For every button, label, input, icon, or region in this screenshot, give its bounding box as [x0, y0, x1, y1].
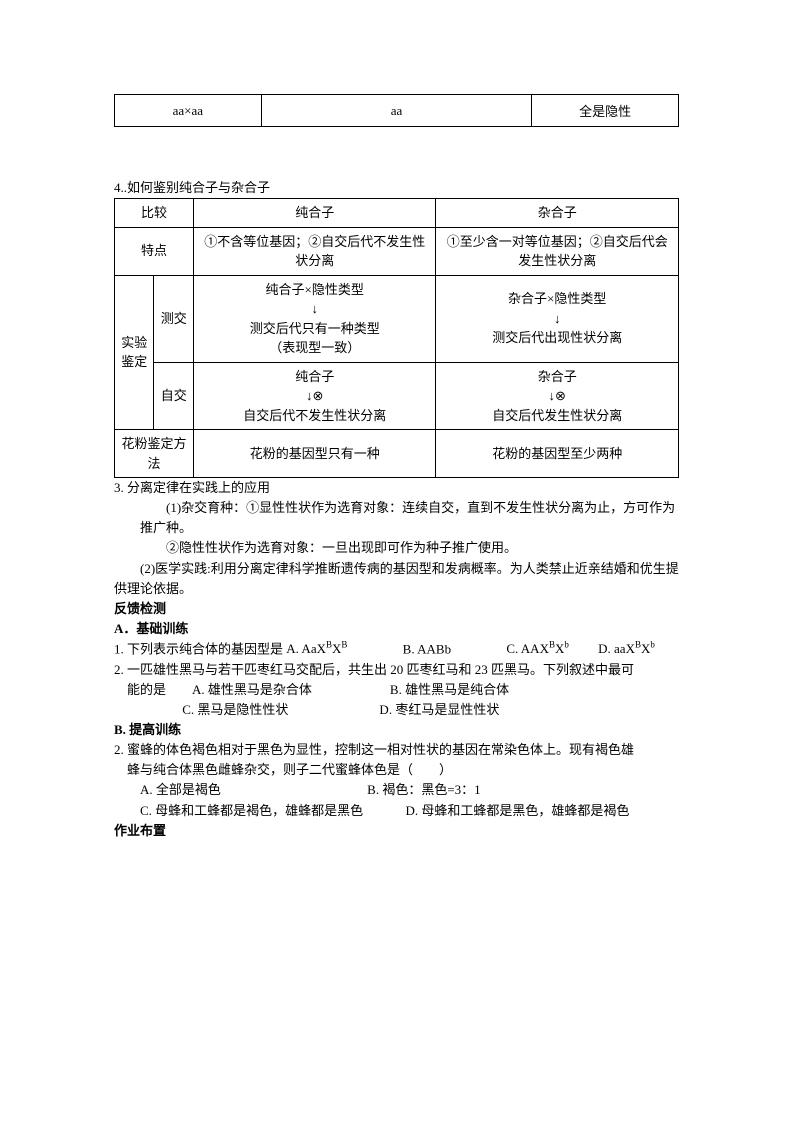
line: 纯合子 [295, 369, 334, 384]
experiment-label-text: 实验鉴定 [121, 335, 147, 370]
table-row: 比较 纯合子 杂合子 [115, 199, 679, 228]
homework-title: 作业布置 [114, 821, 679, 841]
t: X [332, 641, 341, 656]
feedback-title: 反馈检测 [114, 599, 679, 619]
t: X [555, 641, 564, 656]
cell-selfcross-hybrid: 杂合子 ↓⊗ 自交后代发生性状分离 [436, 362, 679, 430]
q1-optB: B. AABb [403, 641, 451, 656]
q1-optC: C. AAXBXb [506, 641, 569, 656]
header-hybrid: 杂合子 [436, 199, 679, 228]
cell-selfcross-pure: 纯合子 ↓⊗ 自交后代不发生性状分离 [193, 362, 436, 430]
t: X [641, 641, 650, 656]
line: 自交后代不发生性状分离 [243, 408, 386, 423]
row-label-selfcross: 自交 [154, 362, 193, 430]
table-row: 花粉鉴定方法 花粉的基因型只有一种 花粉的基因型至少两种 [115, 430, 679, 478]
q3-optA: A. 全部是褐色 [140, 782, 221, 797]
p3-text: (2)医学实践:利用分离定律科学推断遗传病的基因型和发病概率。为人类禁止近亲结婚… [114, 561, 679, 596]
question3-options-cd: C. 母蜂和工蜂都是褐色，雄蜂都是黑色 D. 母蜂和工蜂都是黑色，雄蜂都是褐色 [114, 801, 679, 821]
arrow-down-icon: ↓ [554, 311, 561, 326]
q1-optA: A. AaXBXB [286, 641, 347, 656]
table-identification: 比较 纯合子 杂合子 特点 ①不含等位基因；②自交后代不发生性状分离 ①至少含一… [114, 198, 679, 478]
q3-optB: B. 褐色：黑色=3：1 [367, 782, 481, 797]
advanced-title: B. 提高训练 [114, 720, 679, 740]
question1: 1. 下列表示纯合体的基因型是 A. AaXBXB B. AABb C. AAX… [114, 639, 679, 659]
line: 测交后代只有一种类型 [250, 321, 380, 336]
question3-line2: 蜂与纯合体黑色雌蜂杂交，则子二代蜜蜂体色是（ ） [114, 760, 679, 780]
question2-line1: 2. 一匹雄性黑马与若干匹枣红马交配后，共生出 20 匹枣红马和 23 匹黑马。… [114, 660, 679, 680]
table-row: 特点 ①不含等位基因；②自交后代不发生性状分离 ①至少含一对等位基因；②自交后代… [115, 227, 679, 275]
cell-pollen-pure: 花粉的基因型只有一种 [193, 430, 436, 478]
row-label-traits: 特点 [115, 227, 194, 275]
arrow-down-icon: ↓⊗ [549, 388, 566, 403]
row-label-experiment: 实验鉴定 [115, 275, 154, 430]
arrow-down-icon: ↓ [311, 301, 318, 316]
cell-phenotype: 全是隐性 [532, 95, 679, 127]
cell-testcross-hybrid: 杂合子×隐性类型 ↓ 测交后代出现性状分离 [436, 275, 679, 362]
sup: b [564, 640, 569, 650]
q2-line3-text: C. 黑马是隐性性状 D. 枣红马是显性性状 [127, 702, 499, 717]
header-pure: 纯合子 [193, 199, 436, 228]
question2-line3: C. 黑马是隐性性状 D. 枣红马是显性性状 [114, 700, 679, 720]
row-label-testcross: 测交 [154, 275, 193, 362]
line: 杂合子 [538, 369, 577, 384]
basic-title: A．基础训练 [114, 619, 679, 639]
q2-line2-text: 能的是 A. 雄性黑马是杂合体 B. 雄性黑马是纯合体 [127, 682, 509, 697]
line: （表现型一致） [269, 340, 360, 355]
q3-optC: C. 母蜂和工蜂都是褐色，雄蜂都是黑色 [140, 803, 363, 818]
question3-line1: 2. 蜜蜂的体色褐色相对于黑色为显性，控制这一相对性状的基因在常染色体上。现有褐… [114, 740, 679, 760]
cell-pollen-hybrid: 花粉的基因型至少两种 [436, 430, 679, 478]
question3-options-ab: A. 全部是褐色 B. 褐色：黑色=3：1 [114, 780, 679, 800]
sup: B [341, 640, 347, 650]
arrow-down-icon: ↓⊗ [306, 388, 323, 403]
q1-optD: D. aaXBXb [598, 641, 655, 656]
row-label-pollen: 花粉鉴定方法 [115, 430, 194, 478]
table-row: aa×aa aa 全是隐性 [115, 95, 679, 127]
q1-stem: 1. 下列表示纯合体的基因型是 [114, 641, 283, 656]
p2-text: ②隐性性状作为选育对象：一旦出现即可作为种子推广使用。 [166, 540, 517, 555]
section3-p2: ②隐性性状作为选育对象：一旦出现即可作为种子推广使用。 [114, 538, 679, 558]
line: 杂合子×隐性类型 [508, 291, 606, 306]
feedback-section: 反馈检测 A．基础训练 1. 下列表示纯合体的基因型是 A. AaXBXB B.… [114, 599, 679, 841]
q3-optD: D. 母蜂和工蜂都是黑色，雄蜂都是褐色 [405, 803, 629, 818]
section3-p3: (2)医学实践:利用分离定律科学推断遗传病的基因型和发病概率。为人类禁止近亲结婚… [114, 559, 679, 599]
cell-genotype: aa [261, 95, 532, 127]
section3-text: 3. 分离定律在实践上的应用 (1)杂交育种：①显性性状作为选育对象：连续自交，… [114, 478, 679, 599]
cell-cross: aa×aa [115, 95, 262, 127]
line: 纯合子×隐性类型 [266, 282, 364, 297]
testcross-label-text: 测交 [161, 311, 187, 326]
q3-line2-text: 蜂与纯合体黑色雌蜂杂交，则子二代蜜蜂体色是（ ） [127, 762, 452, 777]
t: D. aaX [598, 641, 635, 656]
question2-line2: 能的是 A. 雄性黑马是杂合体 B. 雄性黑马是纯合体 [114, 680, 679, 700]
line: 测交后代出现性状分离 [492, 330, 622, 345]
table-cross-result: aa×aa aa 全是隐性 [114, 94, 679, 127]
p1-text: (1)杂交育种：①显性性状作为选育对象：连续自交，直到不发生性状分离为止，方可作… [140, 500, 675, 535]
t: C. AAX [506, 641, 549, 656]
selfcross-label-text: 自交 [161, 388, 187, 403]
section4-title: 4..如何鉴别纯合子与杂合子 [114, 177, 679, 196]
table-row: 实验鉴定 测交 纯合子×隐性类型 ↓ 测交后代只有一种类型 （表现型一致） 杂合… [115, 275, 679, 362]
t: A. AaX [286, 641, 326, 656]
section3-p1: (1)杂交育种：①显性性状作为选育对象：连续自交，直到不发生性状分离为止，方可作… [114, 498, 679, 538]
table-row: 自交 纯合子 ↓⊗ 自交后代不发生性状分离 杂合子 ↓⊗ 自交后代发生性状分离 [115, 362, 679, 430]
cell-testcross-pure: 纯合子×隐性类型 ↓ 测交后代只有一种类型 （表现型一致） [193, 275, 436, 362]
header-compare: 比较 [115, 199, 194, 228]
page-content: aa×aa aa 全是隐性 4..如何鉴别纯合子与杂合子 比较 纯合子 杂合子 … [114, 94, 679, 841]
line: 自交后代发生性状分离 [492, 408, 622, 423]
sup: b [650, 640, 655, 650]
cell-traits-hybrid: ①至少含一对等位基因；②自交后代会发生性状分离 [436, 227, 679, 275]
section3-title: 3. 分离定律在实践上的应用 [114, 478, 679, 498]
cell-traits-pure: ①不含等位基因；②自交后代不发生性状分离 [193, 227, 436, 275]
